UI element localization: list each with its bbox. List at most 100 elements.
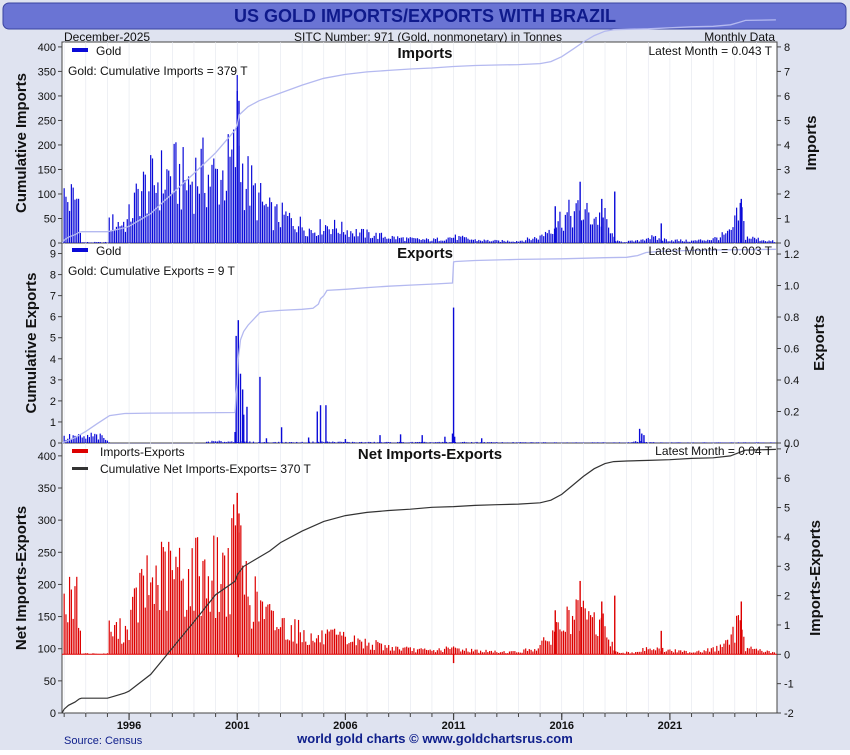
imports-bar [686,240,687,243]
net-bar [464,651,465,654]
imports-bar [269,198,270,243]
net-bar [421,648,422,654]
imports-bar [320,219,321,243]
imports-bar [741,199,742,243]
net-bar [302,642,303,654]
exports-bar [732,442,733,443]
exports-bar [702,442,703,443]
net-bar [727,640,728,655]
exports-bar [390,442,391,443]
net-bar [74,586,75,654]
net-bar [476,650,477,655]
imports-bar [307,236,308,243]
imports-left-tick-label: 100 [38,189,56,201]
exports-left-tick-label: 8 [50,270,56,282]
net-bar [419,649,420,654]
imports-bar [704,240,705,243]
net-bar [356,645,357,654]
imports-bar [435,239,436,243]
imports-bar [668,241,669,243]
net-bar [675,649,676,654]
net-bar [152,577,153,654]
net-bar [224,555,225,654]
net-bar [233,504,234,654]
imports-bar [356,229,357,243]
net-bar [330,630,331,655]
exports-bar [680,442,681,443]
imports-bar [626,242,627,243]
net-bar [118,639,119,654]
net-bar [130,610,131,654]
exports-bar [494,442,495,443]
imports-bar [541,235,542,243]
imports-bar [323,231,324,243]
exports-bar [543,442,544,443]
imports-bar [503,241,504,243]
net-bar [161,542,162,655]
imports-bar [682,241,683,243]
net-bar [767,651,768,655]
net-bar [112,636,113,654]
net-bar [285,640,286,655]
imports-bar [754,238,755,243]
net-bar [350,642,351,654]
imports-bar [538,240,539,243]
net-right-tick-label: 3 [784,561,790,573]
net-bar [280,627,281,654]
imports-bar [406,237,407,243]
imports-bar [637,240,638,243]
exports-bar [410,442,411,443]
net-bar [393,651,394,655]
imports-bar [718,240,719,243]
net-bar [305,642,306,655]
exports-left-tick-label: 2 [50,396,56,408]
imports-bar [485,240,486,243]
net-bar [188,569,189,654]
imports-bar [768,241,769,243]
exports-bar [383,442,384,443]
imports-bar [752,237,753,243]
exports-bar [516,442,517,443]
net-bar [534,649,535,654]
net-bar [610,646,611,654]
exports-bar [94,434,95,443]
imports-bar [765,241,766,243]
exports-right-tick-label: 0.6 [784,344,799,356]
net-bar [448,648,449,655]
net-bar [174,579,175,654]
imports-bar [604,208,605,243]
imports-bar [201,149,202,243]
imports-bar [648,238,649,243]
imports-bar [437,238,438,243]
net-bar [444,649,445,654]
net-right-tick-label: 7 [784,444,790,456]
net-right-axis-title: Imports-Exports [807,520,824,636]
exports-bar [206,442,207,443]
imports-bar [657,240,658,243]
net-bar [406,647,407,655]
net-bar [201,616,202,654]
net-bar [332,630,333,655]
imports-bar [278,222,279,243]
imports-bar [758,238,759,243]
imports-bar [235,167,236,243]
exports-bar [246,407,247,443]
imports-bar [175,142,176,243]
imports-bar [197,186,198,243]
imports-bar [469,240,470,243]
net-bar [462,650,463,655]
exports-bar [107,441,108,443]
net-bar [262,602,263,655]
imports-bar [210,187,211,243]
net-bar [401,651,402,655]
imports-bar [476,241,477,243]
exports-bar [704,442,705,443]
net-bar [211,581,212,655]
imports-bar [374,236,375,243]
imports-bar [80,233,81,243]
imports-bar [174,144,175,243]
net-bar [568,610,569,654]
imports-bar [457,240,458,243]
imports-bar [282,203,283,243]
